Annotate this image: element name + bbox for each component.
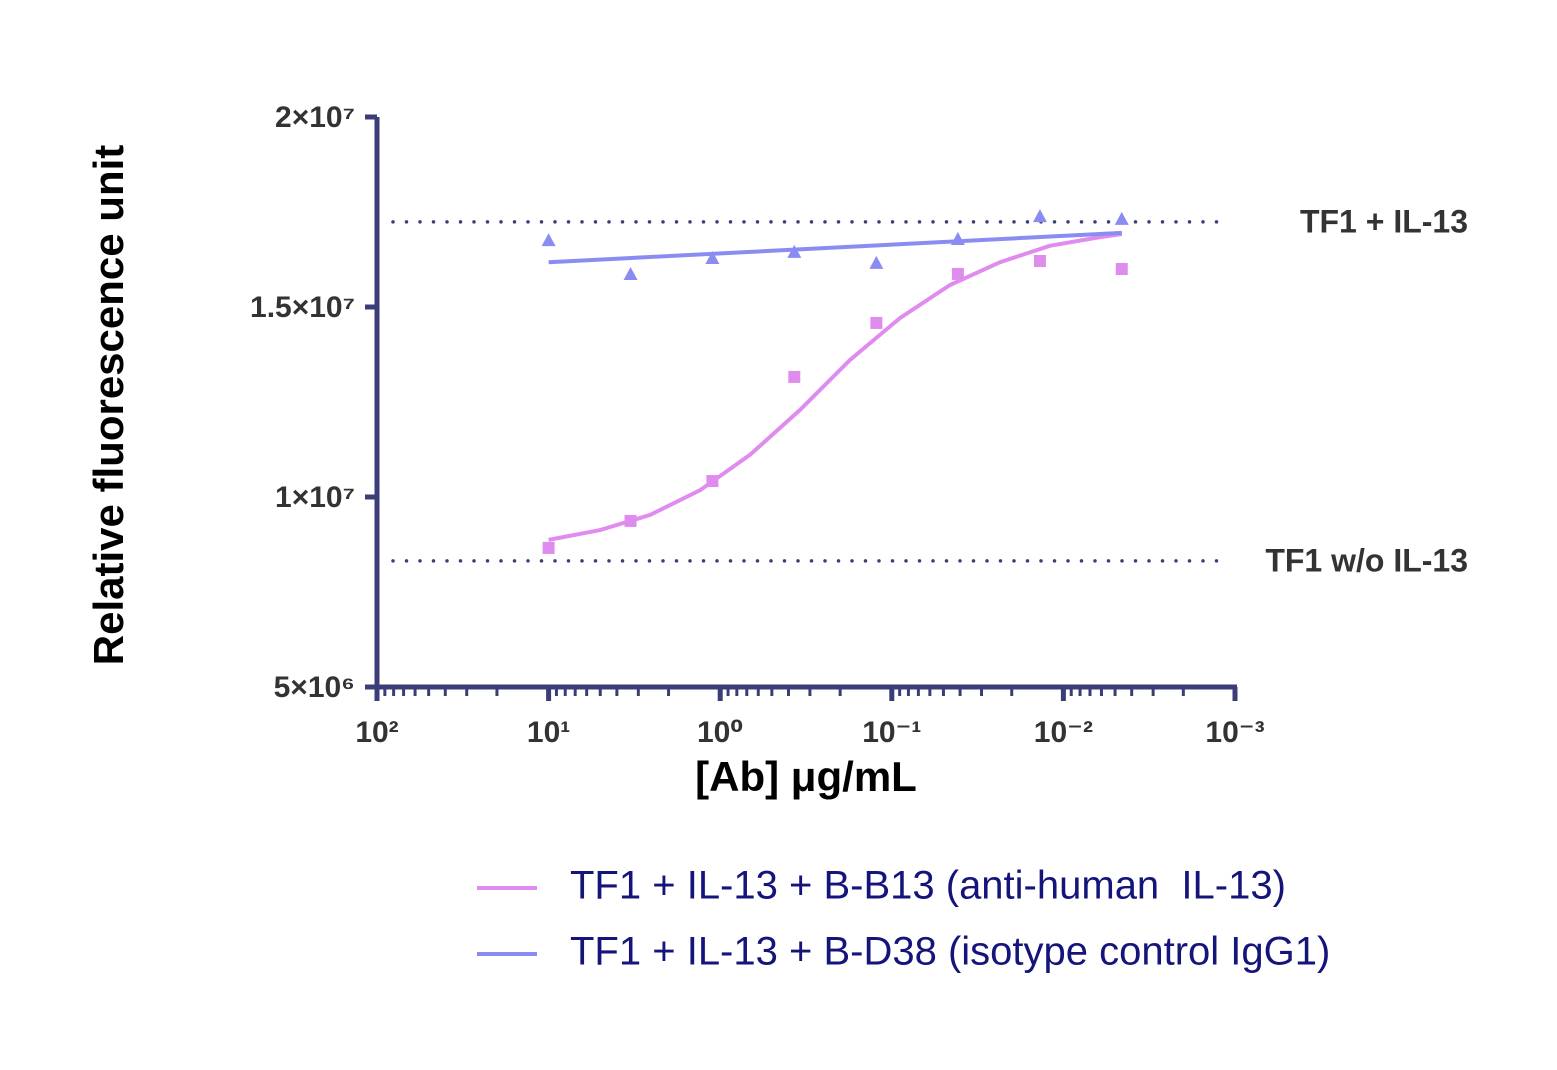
point [787,244,802,258]
x-tick-label: 10² [355,716,398,749]
point [951,267,964,280]
y-axis-title: Relative fluorescence unit [85,145,132,666]
x-tick-label: 10⁰ [697,716,744,749]
point [541,233,556,247]
point [706,475,719,488]
y-tick-label: 1×10⁷ [275,481,355,514]
x-tick-label: 10⁻³ [1205,716,1264,749]
y-tick-label: 5×10⁶ [274,671,355,704]
point [542,541,555,554]
point [1115,263,1128,275]
reference-label: TF1 w/o IL-13 [1265,542,1468,578]
point [705,250,720,264]
legend-label: TF1 + IL-13 + B-D38 (isotype control IgG… [570,930,1330,974]
fit-curve [548,230,1122,265]
y-tick-label: 2×10⁷ [275,101,355,134]
y-tick-label: 1.5×10⁷ [250,291,355,324]
x-tick-label: 10⁻² [1034,716,1093,749]
point [869,255,884,269]
x-tick-label: 10⁻¹ [862,716,921,749]
reference-label: TF1 + IL-13 [1300,203,1468,239]
point [624,514,637,527]
fit-curve [548,232,1123,542]
legend-label: TF1 + IL-13 + B-B13 (anti-human IL-13) [570,864,1286,908]
point [1032,209,1047,223]
point [1114,211,1129,225]
x-axis-title: [Ab] μg/mL [695,753,917,800]
point [1033,255,1046,268]
point [623,266,638,280]
point [870,316,883,329]
x-tick-label: 10¹ [527,716,570,749]
point [788,370,801,383]
point [950,231,965,245]
